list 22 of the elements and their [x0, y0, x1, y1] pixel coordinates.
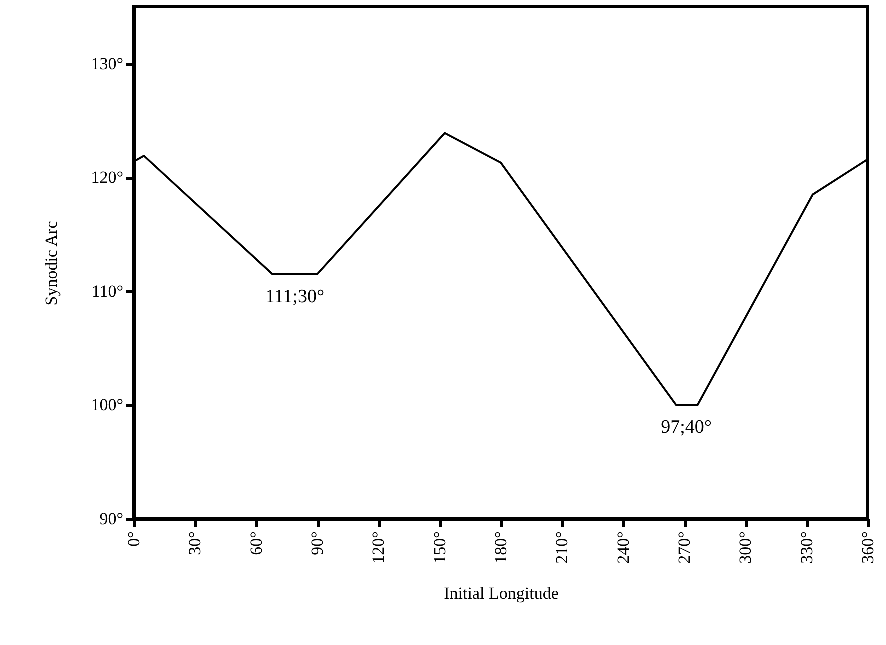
x-tick-label: 270° [675, 532, 694, 564]
y-tick-label: 110° [92, 282, 124, 301]
x-axis-title: Initial Longitude [444, 584, 559, 603]
x-tick-label: 300° [736, 532, 756, 564]
y-tick-label: 100° [91, 396, 124, 415]
annotation: 111;30° [266, 286, 325, 308]
x-tick-label: 360° [858, 532, 878, 564]
x-tick-label: 120° [369, 532, 388, 564]
x-tick-label: 210° [552, 532, 572, 564]
x-tick-label: 180° [492, 532, 510, 564]
x-tick-label: 330° [797, 532, 816, 564]
y-tick-label: 120° [91, 168, 124, 188]
x-tick-label: 30° [186, 532, 205, 556]
y-axis-title: Synodic Arc [42, 220, 62, 306]
x-tick-label: 150° [430, 532, 450, 564]
annotation: 97;40° [661, 417, 712, 438]
y-tick-label: 90° [100, 510, 124, 528]
y-tick-label: 130° [91, 54, 124, 74]
x-tick-label: 60° [246, 532, 266, 556]
x-tick-label: 90° [308, 532, 327, 556]
x-tick-label: 240° [614, 532, 633, 564]
x-tick-label: 0° [124, 532, 144, 547]
